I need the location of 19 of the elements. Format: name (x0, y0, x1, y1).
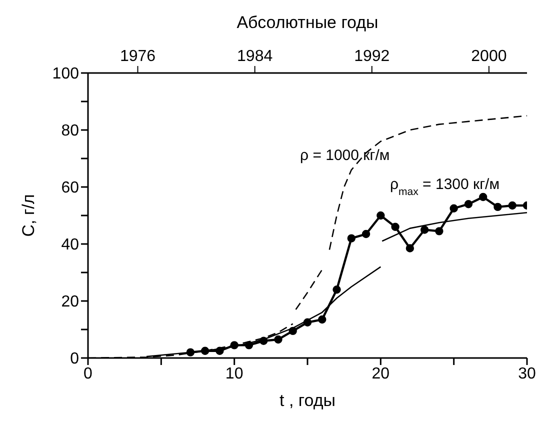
x2-tick-label: 1984 (237, 48, 273, 65)
x-tick-label: 0 (84, 365, 93, 382)
x-tick-label: 10 (225, 365, 244, 382)
y-tick-label: 40 (61, 236, 80, 254)
x-tick-label: 20 (372, 365, 390, 382)
annotation: ρ$_{max}$ = 1300 кг/м (390, 176, 500, 198)
y-tick-label: 20 (61, 294, 80, 311)
x-tick-label: 30 (518, 365, 536, 382)
y-tick-label: 0 (70, 350, 80, 368)
chart-title: Абсолютные годы (236, 13, 378, 32)
x2-tick-label: 2000 (471, 48, 507, 65)
y-tick-label: 60 (61, 180, 80, 197)
x2-tick-label: 1976 (120, 48, 156, 65)
y-tick-label: 80 (61, 122, 80, 140)
y-tick-label: 100 (52, 66, 80, 83)
x2-tick-label: 1992 (354, 48, 390, 65)
annotation: ρ = 1000 кг/м (300, 147, 390, 164)
x-axis-title: t , годы (280, 391, 336, 410)
y-axis-title: C, г/л (19, 194, 38, 237)
